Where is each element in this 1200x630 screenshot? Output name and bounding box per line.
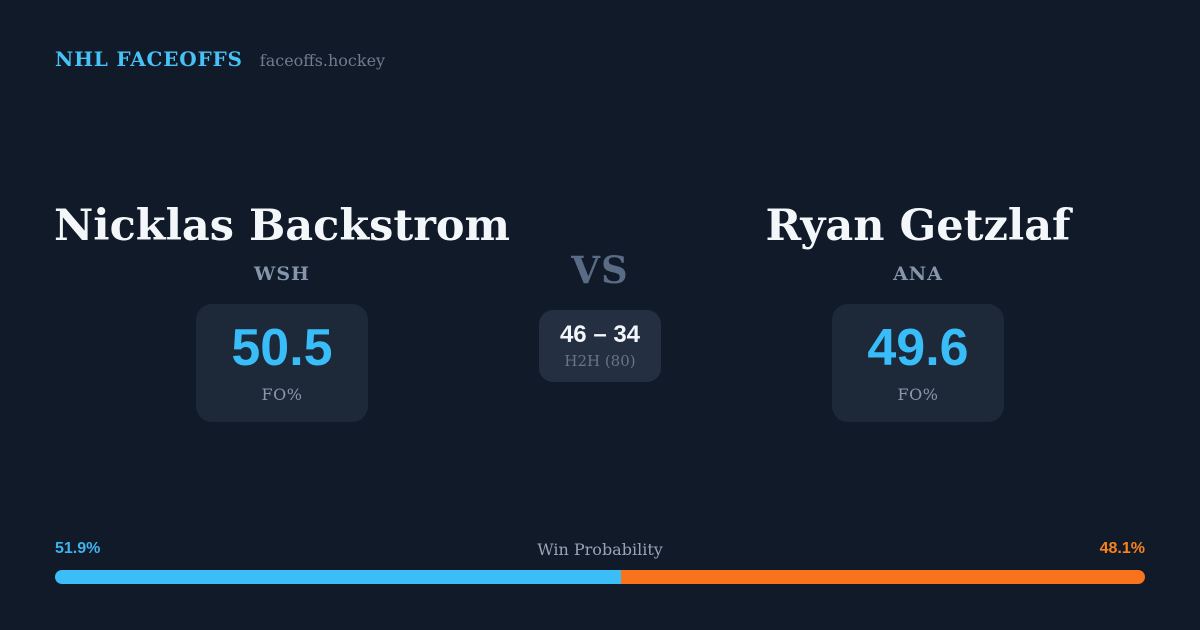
h2h-score: 46 – 34 xyxy=(559,321,641,348)
win-bar-left-segment xyxy=(55,570,621,584)
brand-title: NHL FACEOFFS xyxy=(55,47,243,71)
win-probability-title: Win Probability xyxy=(537,540,663,559)
stat-box-right: 49.6 FO% xyxy=(832,304,1004,422)
stat-box-left: 50.5 FO% xyxy=(196,304,368,422)
player-card-right: Ryan Getzlaf ANA 49.6 FO% xyxy=(636,205,1200,422)
win-probability-labels: 51.9% Win Probability 48.1% xyxy=(55,540,1145,561)
h2h-label: H2H (80) xyxy=(564,352,636,370)
win-probability-section: 51.9% Win Probability 48.1% xyxy=(55,540,1145,584)
vs-label: VS xyxy=(571,248,629,292)
win-bar-right-segment xyxy=(620,570,1145,584)
stat-label-left: FO% xyxy=(261,385,303,404)
stat-value-right: 49.6 xyxy=(867,319,969,377)
player-team-right: ANA xyxy=(893,263,943,285)
win-probability-left-pct: 51.9% xyxy=(55,540,101,557)
player-team-left: WSH xyxy=(253,263,310,285)
site-url: faceoffs.hockey xyxy=(259,51,386,70)
matchup-center: VS 46 – 34 H2H (80) xyxy=(500,252,700,382)
header: NHL FACEOFFS faceoffs.hockey xyxy=(55,47,385,71)
h2h-box: 46 – 34 H2H (80) xyxy=(539,310,661,382)
player-name-right: Ryan Getzlaf xyxy=(765,201,1071,251)
stat-value-left: 50.5 xyxy=(231,319,333,377)
win-probability-right-pct: 48.1% xyxy=(1099,540,1145,557)
stat-label-right: FO% xyxy=(897,385,939,404)
player-name-left: Nicklas Backstrom xyxy=(53,201,511,251)
win-probability-bar xyxy=(55,570,1145,584)
player-card-left: Nicklas Backstrom WSH 50.5 FO% xyxy=(0,205,564,422)
